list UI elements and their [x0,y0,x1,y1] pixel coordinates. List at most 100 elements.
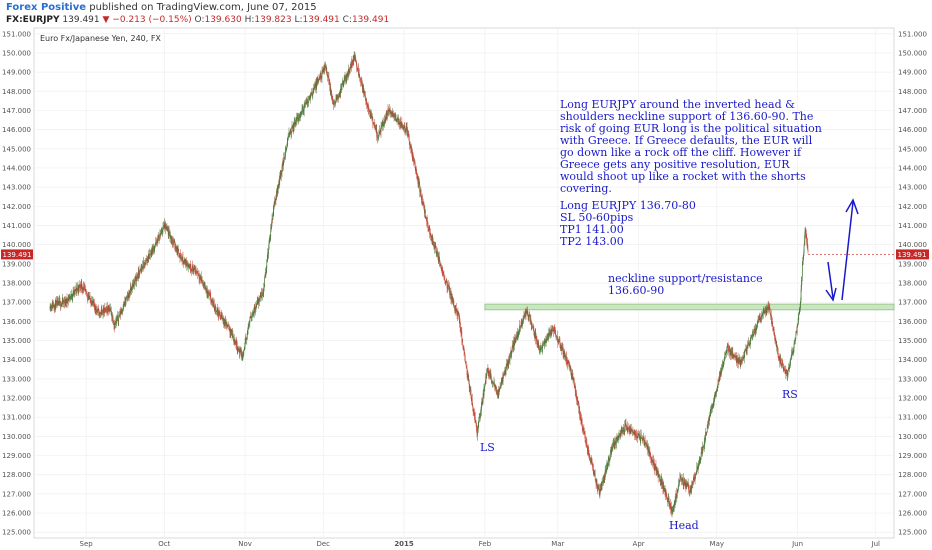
candle-body [778,356,779,359]
candle-body [534,333,536,338]
candle-body [240,350,242,352]
candle-body [455,308,457,312]
candle-body [354,54,355,56]
neckline-label: neckline support/resistance [608,272,763,285]
candle-body [634,430,636,436]
candle-body [173,241,174,244]
candle-body [358,68,359,75]
y-tick-label-right: 129.000 [898,452,927,460]
candle-body [343,80,345,86]
candle-body [319,78,320,80]
candle-body [392,113,394,115]
candle-body [772,329,774,331]
candle-body [695,473,696,479]
candle-body [745,350,747,351]
candle-body [272,210,274,215]
y-tick-label-right: 150.000 [898,49,927,57]
candle-body [696,471,697,474]
candle-body [74,289,75,293]
candle-body [632,431,633,433]
candle-body [799,310,801,311]
candle-body [795,331,797,334]
candle-body [361,82,362,83]
candle-body [688,489,690,491]
candle-body [400,124,402,127]
candle-body [397,118,398,121]
candle-body [355,59,357,61]
candle-body [408,139,410,145]
candle-body [781,363,782,367]
candle-body [770,315,772,317]
candle-body [541,347,543,350]
candle-body [352,59,354,65]
candle-body [553,328,555,332]
candle-body [721,368,722,374]
candle-body [216,309,218,311]
candle-body [428,226,430,231]
candle-body [428,226,429,228]
candle-body [97,310,98,312]
candle-body [707,423,709,425]
candle-body [475,420,477,423]
low-value: 139.491 [302,15,340,25]
candle-body [792,351,793,353]
candle-body [87,296,89,299]
candle-body [163,224,165,227]
candle-body [453,305,455,307]
candle-body [265,272,267,274]
candle-body [717,379,719,388]
candle-body [202,282,203,284]
symbol-label[interactable]: FX:EURJPY [6,15,60,25]
candle-body [215,310,217,312]
candle-body [510,351,512,354]
brand-link[interactable]: Forex Positive [6,2,87,13]
candle-body [281,172,282,176]
candle-body [278,183,280,186]
candle-body [633,432,635,435]
candle-body [97,309,99,312]
candle-body [160,233,161,235]
candle-body [739,360,741,367]
candle-body [530,320,531,321]
candle-body [243,349,245,351]
candle-body [690,490,692,493]
candle-body [600,486,602,491]
y-tick-label-left: 143.000 [2,184,31,192]
candle-body [279,180,280,186]
candle-body [187,265,189,268]
candle-body [656,467,657,472]
candle-body [429,233,431,235]
candle-body [537,344,539,345]
candle-body [711,408,713,410]
candle-body [676,493,677,498]
candle-body [604,476,606,480]
candle-body [792,349,794,352]
candle-body [726,346,728,351]
candle-body [630,428,632,434]
candle-body [462,341,464,345]
candle-body [646,443,647,445]
up-arrow-shaft [841,201,854,301]
candle-body [290,130,292,134]
candle-body [800,300,801,305]
candle-body [629,426,630,432]
candle-body [335,98,337,100]
candle-body [568,364,570,368]
candle-body [530,321,532,325]
candle-body [773,329,775,331]
candle-body [440,263,441,267]
candle-body [789,363,791,368]
candle-body [535,333,537,340]
candle-body [232,335,234,338]
candle-body [469,387,471,390]
candle-body [117,319,119,321]
candle-body [243,350,245,355]
candle-body [542,343,543,348]
candle-body [627,426,629,428]
candle-body [112,317,113,318]
candle-body [139,270,140,276]
candle-body [757,323,758,325]
candle-body [233,340,235,342]
candle-body [735,355,737,361]
